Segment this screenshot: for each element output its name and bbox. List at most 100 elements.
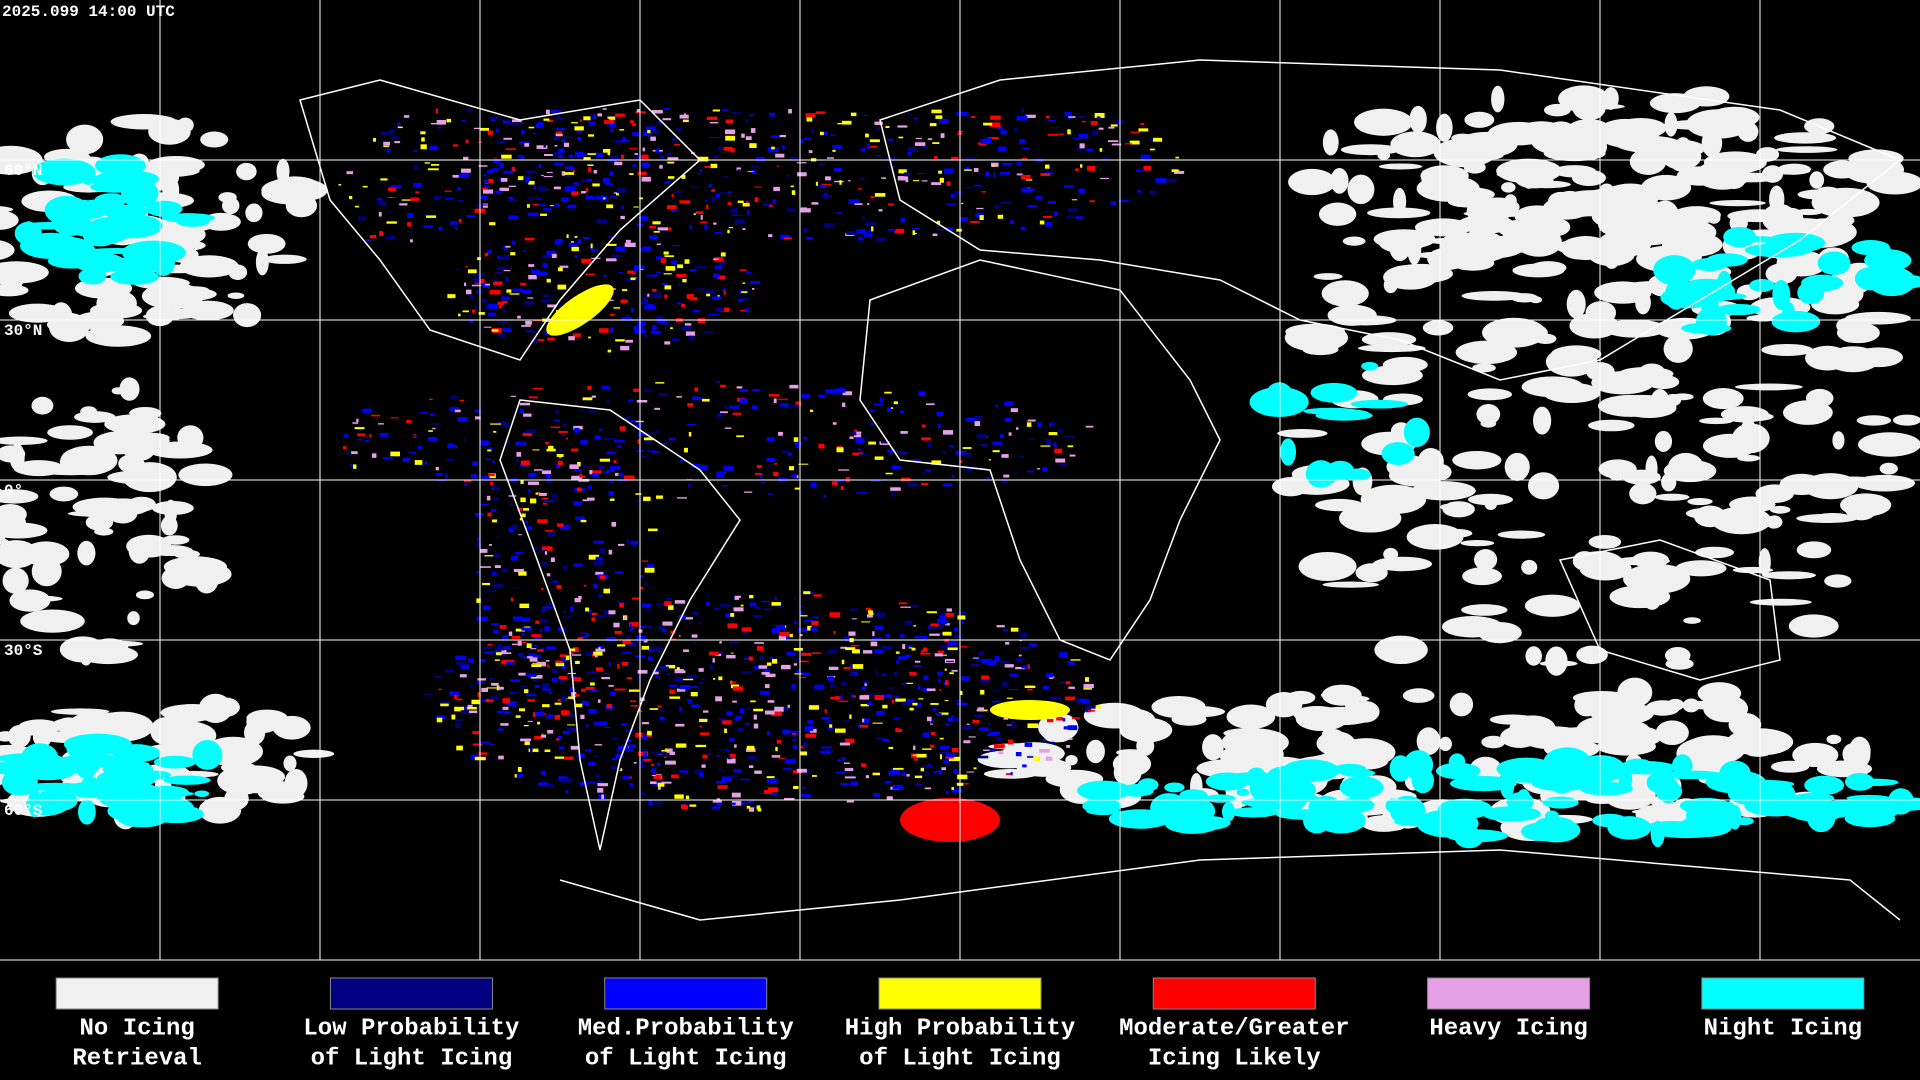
icing-speck	[642, 162, 651, 168]
icing-speck	[561, 658, 568, 662]
cloud-patch	[1383, 277, 1398, 294]
icing-speck	[599, 328, 609, 333]
cloud-patch	[1083, 702, 1145, 729]
icing-speck	[769, 112, 775, 117]
cloud-patch	[110, 268, 159, 285]
icing-speck	[607, 349, 612, 353]
icing-speck	[555, 678, 562, 683]
icing-speck	[457, 417, 468, 422]
icing-speck	[669, 696, 681, 699]
icing-speck	[845, 738, 855, 744]
icing-speck	[1005, 773, 1011, 775]
icing-speck	[1062, 717, 1066, 722]
coastline	[499, 399, 741, 851]
cloud-patch	[1497, 530, 1546, 539]
icing-speck	[727, 229, 730, 234]
icing-speck	[702, 754, 708, 759]
icing-speck	[833, 167, 842, 172]
icing-speck	[905, 177, 909, 183]
cloud-patch	[1315, 410, 1373, 421]
cloud-patch	[1650, 389, 1670, 416]
icing-speck	[594, 721, 600, 726]
icing-speck	[659, 165, 663, 169]
cloud-patch	[1521, 376, 1584, 398]
icing-speck	[956, 699, 962, 702]
cloud-patch	[1374, 635, 1428, 665]
icing-speck	[1079, 143, 1085, 149]
cloud-patch	[1631, 551, 1669, 568]
icing-speck	[390, 451, 400, 457]
icing-speck	[671, 338, 680, 342]
icing-speck	[433, 196, 442, 200]
icing-speck	[790, 474, 797, 479]
cloud-patch	[1543, 103, 1571, 117]
icing-speck	[834, 180, 844, 183]
icing-speck	[931, 460, 942, 465]
cloud-patch	[1500, 769, 1550, 783]
icing-speck	[719, 603, 731, 607]
latitude-label: 60°S	[4, 802, 43, 820]
coastline	[559, 849, 1901, 921]
cloud-patch	[1723, 226, 1756, 248]
cloud-patch	[1695, 546, 1735, 559]
icing-speck	[594, 435, 601, 440]
icing-speck	[501, 296, 510, 301]
icing-speck	[610, 327, 614, 333]
icing-speck	[503, 170, 514, 174]
icing-speck	[867, 701, 873, 706]
icing-speck	[536, 145, 548, 149]
icing-speck	[630, 705, 639, 707]
icing-speck	[410, 434, 419, 437]
icing-speck	[639, 575, 644, 578]
cloud-patch	[37, 466, 105, 476]
icing-speck	[1000, 171, 1011, 175]
icing-speck	[465, 266, 468, 268]
cloud-patch	[94, 170, 160, 188]
icing-speck	[665, 664, 676, 669]
icing-speck	[535, 492, 541, 495]
icing-speck	[343, 434, 349, 438]
icing-speck	[951, 788, 963, 793]
icing-speck	[628, 622, 639, 627]
legend-label: Night Icing	[1704, 1015, 1862, 1042]
icing-speck	[489, 696, 500, 700]
icing-speck	[794, 673, 804, 675]
icing-speck	[801, 672, 810, 676]
cloud-patch	[1857, 432, 1920, 457]
icing-speck	[656, 150, 663, 153]
icing-speck	[1042, 215, 1053, 218]
icing-speck	[913, 459, 920, 463]
icing-speck	[811, 128, 814, 134]
icing-speck	[999, 201, 1011, 204]
icing-speck	[628, 147, 638, 149]
icing-speck	[712, 800, 722, 803]
icing-speck	[458, 218, 462, 223]
icing-speck	[961, 202, 964, 205]
icing-speck	[985, 171, 990, 177]
icing-speck	[486, 687, 498, 689]
icing-speck	[992, 450, 1000, 453]
icing-speck	[587, 781, 596, 783]
icing-speck	[989, 748, 996, 752]
icing-speck	[673, 191, 683, 194]
icing-speck	[618, 746, 629, 751]
icing-speck	[494, 553, 501, 559]
icing-speck	[643, 334, 648, 338]
icing-speck	[676, 688, 686, 692]
icing-speck	[615, 339, 625, 342]
icing-speck	[724, 427, 732, 429]
icing-speck	[664, 255, 674, 258]
icing-speck	[939, 612, 946, 615]
cloud-patch	[1826, 734, 1842, 745]
cloud-patch	[1671, 393, 1694, 401]
icing-speck	[885, 126, 890, 129]
icing-speck	[638, 763, 645, 769]
icing-speck	[727, 202, 732, 205]
icing-speck	[690, 297, 698, 301]
icing-speck	[977, 707, 985, 712]
icing-speck	[874, 649, 884, 654]
icing-speck	[626, 315, 629, 318]
icing-speck	[904, 620, 913, 625]
cloud-patch	[1284, 323, 1349, 352]
icing-speck	[508, 185, 516, 188]
